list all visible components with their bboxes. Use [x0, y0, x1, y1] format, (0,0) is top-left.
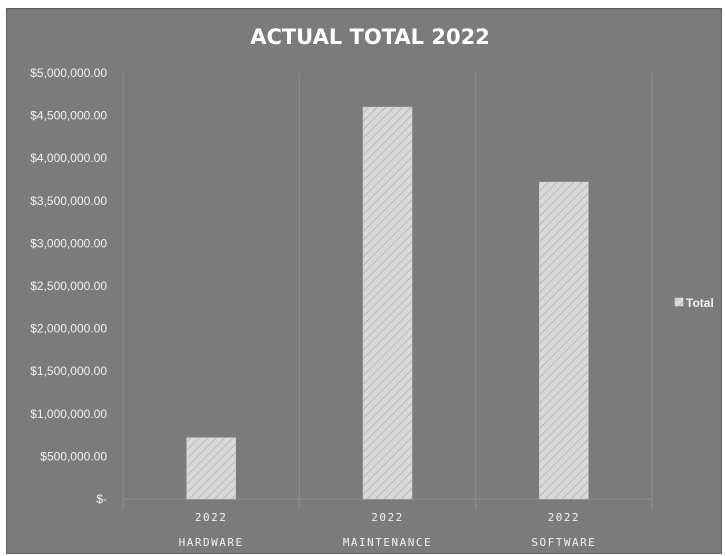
bar-hardware	[186, 437, 236, 500]
y-tick-label: $500,000.00	[40, 449, 107, 463]
y-axis: $- $500,000.00 $1,000,000.00 $1,500,000.00 $…	[30, 66, 107, 506]
y-tick-label: $5,000,000.00	[30, 66, 107, 80]
y-tick-label: $4,500,000.00	[30, 109, 107, 123]
bars	[186, 106, 589, 500]
y-tick-label: $2,500,000.00	[30, 279, 107, 293]
y-tick-label: $1,500,000.00	[30, 364, 107, 378]
legend-label: Total	[686, 296, 714, 310]
legend: Total	[674, 296, 714, 310]
x-tick-label-year: 2022	[371, 511, 404, 524]
bar-maintenance	[362, 106, 413, 500]
x-axis: 2022 HARDWARE 2022 MAINTENANCE 2022 SOFTWARE	[179, 511, 596, 549]
legend-swatch	[674, 297, 684, 307]
x-tick-label-year: 2022	[548, 511, 581, 524]
bar-software	[539, 181, 589, 500]
y-tick-label: $4,000,000.00	[30, 151, 107, 165]
y-tick-label: $3,500,000.00	[30, 194, 107, 208]
x-tick-label-category: MAINTENANCE	[343, 536, 432, 549]
y-tick-label: $2,000,000.00	[30, 322, 107, 336]
chart-title: ACTUAL TOTAL 2022	[250, 25, 490, 49]
x-tick-label-category: HARDWARE	[179, 536, 244, 549]
x-tick-label-category: SOFTWARE	[531, 536, 596, 549]
x-tick-label-year: 2022	[195, 511, 228, 524]
y-tick-label: $3,000,000.00	[30, 236, 107, 250]
y-tick-label: $-	[96, 492, 107, 506]
y-tick-label: $1,000,000.00	[30, 407, 107, 421]
